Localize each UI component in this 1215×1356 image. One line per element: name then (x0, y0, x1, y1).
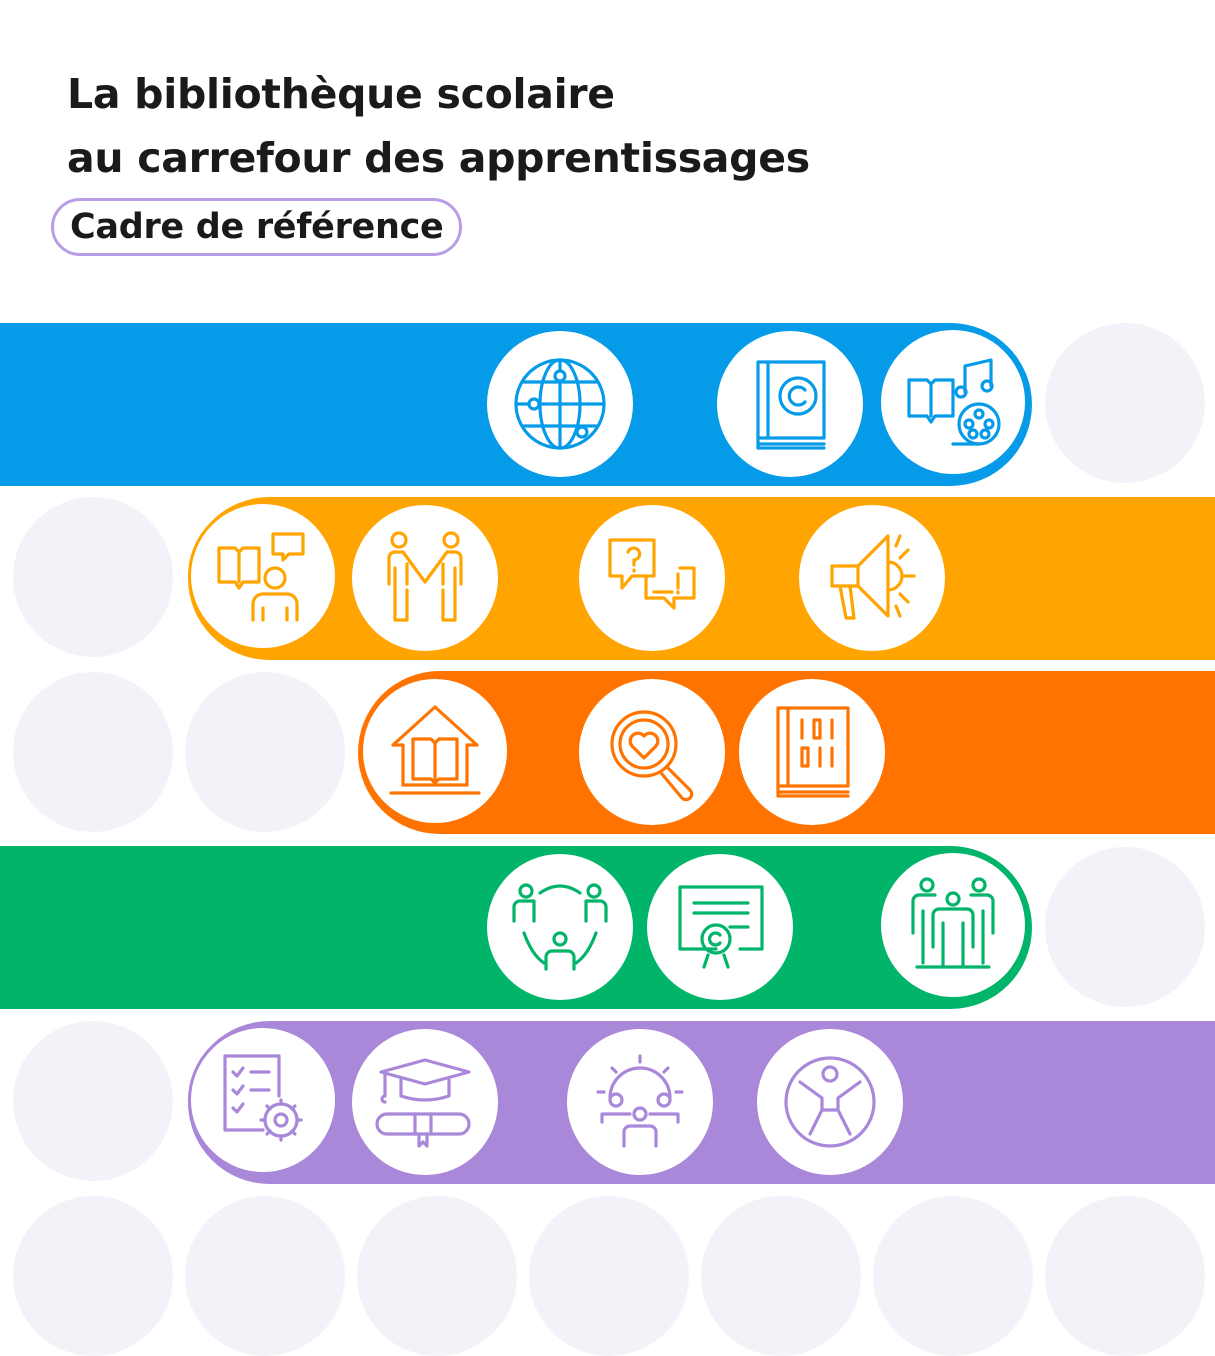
placeholder-circle (701, 1196, 861, 1356)
placeholder-circle (1045, 847, 1205, 1007)
graduation-diploma-icon (352, 1029, 498, 1175)
placeholder-circle (529, 1196, 689, 1356)
placeholder-circle (13, 497, 173, 657)
certificate-icon (647, 854, 793, 1000)
checklist-gear-icon (188, 1025, 338, 1175)
megaphone-icon (799, 505, 945, 651)
title-line-2: au carrefour des apprentissages (67, 134, 810, 182)
placeholder-circle (185, 672, 345, 832)
placeholder-circle (1045, 1196, 1205, 1356)
title-line-1: La bibliothèque scolaire (67, 70, 615, 118)
question-answer-bubbles-icon (579, 505, 725, 651)
gear-team-icon (567, 1029, 713, 1175)
placeholder-circle (13, 1021, 173, 1181)
binary-book-icon (739, 679, 885, 825)
globe-network-icon (487, 331, 633, 477)
people-holding-hands-icon (352, 505, 498, 651)
page-title: La bibliothèque scolaire au carrefour de… (67, 62, 810, 190)
subtitle-pill: Cadre de référence (51, 198, 463, 256)
group-circle-icon (487, 854, 633, 1000)
placeholder-circle (873, 1196, 1033, 1356)
accessibility-icon (757, 1029, 903, 1175)
reading-discussion-icon (188, 501, 338, 651)
placeholder-circle (357, 1196, 517, 1356)
placeholder-circle (185, 1196, 345, 1356)
copyright-book-icon (717, 331, 863, 477)
team-people-icon (878, 850, 1028, 1000)
placeholder-circle (13, 672, 173, 832)
house-book-icon (360, 676, 510, 826)
heart-magnifier-icon (579, 679, 725, 825)
placeholder-circle (13, 1196, 173, 1356)
book-music-film-icon (878, 327, 1028, 477)
placeholder-circle (1045, 323, 1205, 483)
